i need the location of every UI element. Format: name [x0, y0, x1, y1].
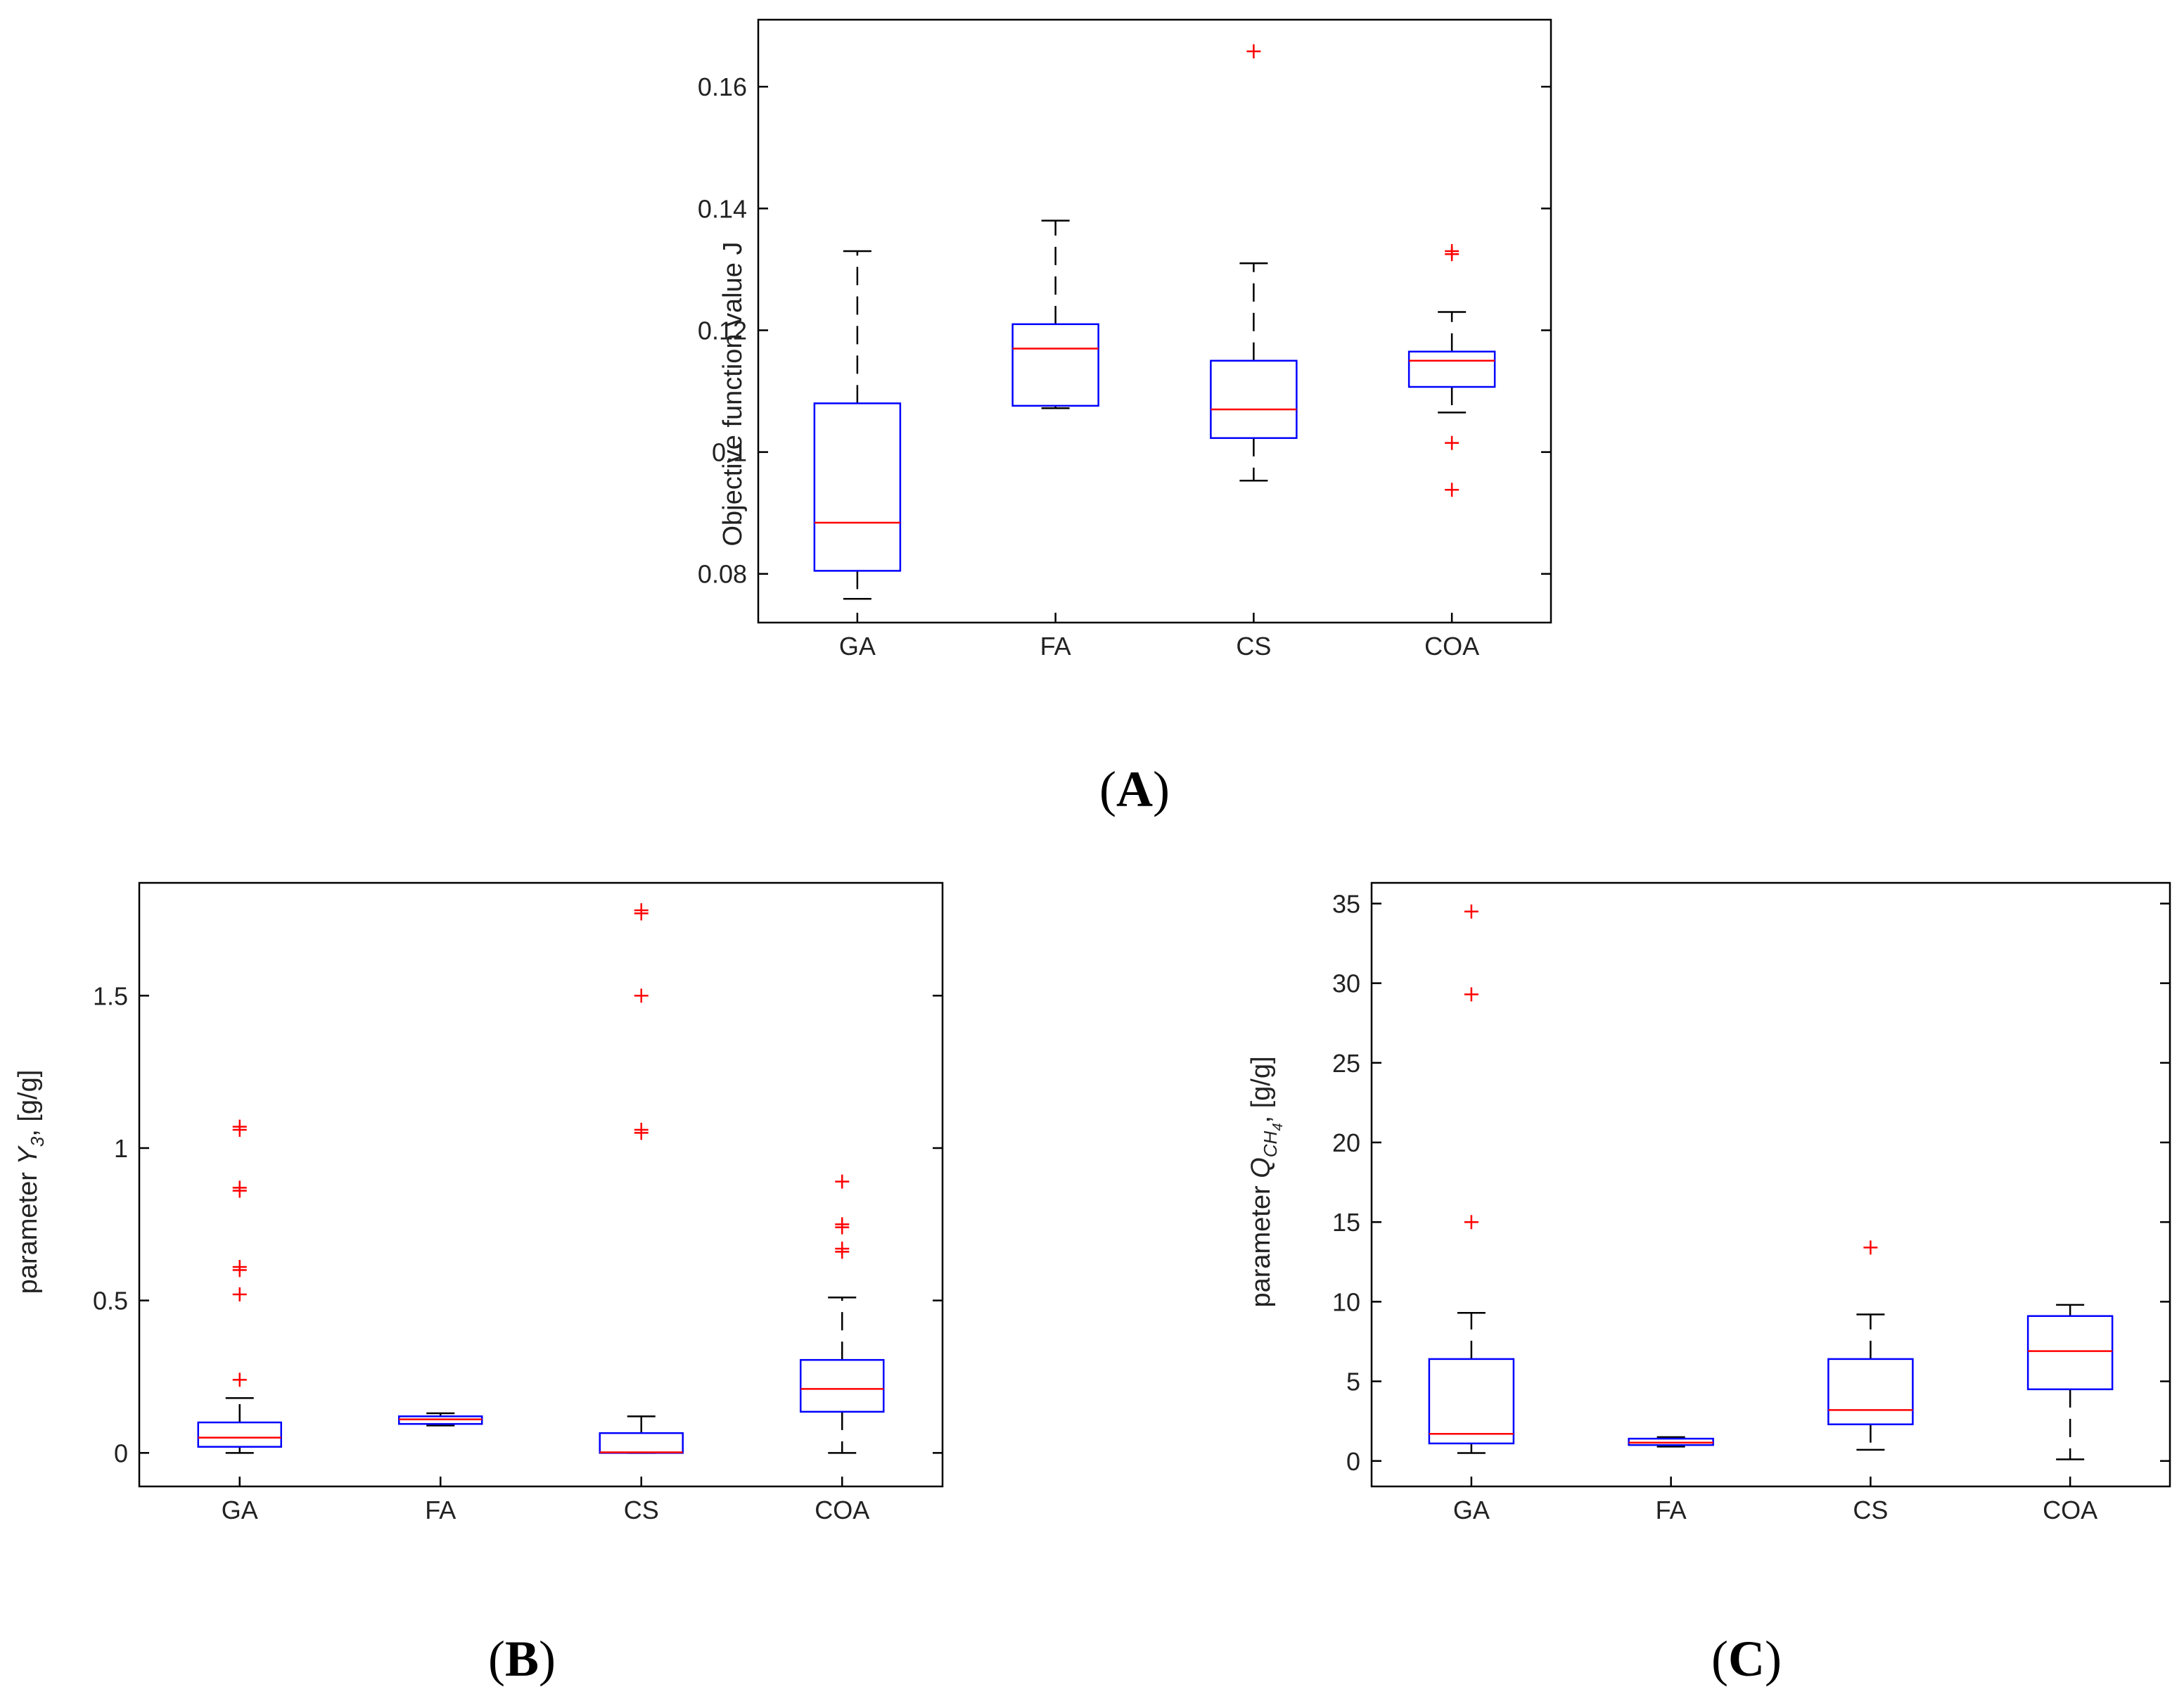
panel-b-outlier [634, 906, 649, 921]
panel-a-xtick-label: GA [839, 632, 876, 661]
panel-b-plot-frame [138, 881, 944, 1488]
panel-a-outlier [1445, 247, 1460, 262]
panel-c-outlier [1464, 1215, 1479, 1230]
panel-a-ytick-label: 0.1 [712, 438, 747, 467]
panel-b-outlier [232, 1287, 247, 1301]
panel-b-outlier [232, 1260, 247, 1274]
panel-c-outlier [1863, 1240, 1878, 1255]
panel-c-ytick-label: 20 [1332, 1128, 1360, 1157]
panel-a-xtick-label: CS [1236, 632, 1271, 661]
panel-b-outlier [232, 1372, 247, 1387]
panel-b-outlier [634, 988, 649, 1003]
panel-a-outlier [1445, 435, 1460, 450]
panel-c-box-coa [2026, 1315, 2114, 1391]
panel-a-ylabel: Objective function value J [718, 241, 748, 546]
panel-b-outlier [634, 1126, 649, 1140]
panel-a-box-ga [813, 402, 902, 572]
panel-b-outlier [232, 1180, 247, 1195]
panel-a-label: (A) [1099, 761, 1170, 817]
panel-a-xtick-label: COA [1424, 632, 1479, 661]
panel-c-ytick-label: 15 [1332, 1208, 1360, 1237]
panel-c-xtick-label: GA [1453, 1496, 1490, 1524]
panel-c-box-ga [1428, 1358, 1515, 1445]
panel-c-chart: parameter QCH4, [g/g] 0 5 10 15 20 25 30 35 GA FA… [1246, 881, 2171, 1524]
panel-a-box-cs [1210, 359, 1298, 439]
panel-b-ytick-label: 0 [114, 1439, 128, 1467]
panel-b-xtick-label: FA [425, 1496, 456, 1524]
panel-a-ytick-label: 0.16 [698, 72, 747, 101]
panel-c-outlier [1464, 987, 1479, 1002]
panel-a-ytick-label: 0.12 [698, 316, 747, 345]
panel-c-xtick-label: CS [1853, 1496, 1888, 1524]
panel-b-label: (B) [488, 1631, 556, 1687]
panel-c-box-cs [1827, 1358, 1914, 1425]
panel-c-ytick-label: 30 [1332, 969, 1360, 998]
panel-c-ytick-label: 5 [1346, 1368, 1360, 1396]
panel-b-outlier [835, 1217, 850, 1232]
panel-c-xtick-label: FA [1656, 1496, 1687, 1524]
panel-c-ytick-label: 25 [1332, 1049, 1360, 1078]
panel-b-box-coa [800, 1358, 885, 1413]
panel-b-xtick-label: GA [222, 1496, 258, 1524]
panel-c-xtick-label: COA [2043, 1496, 2097, 1524]
panel-a-ytick-label: 0.14 [698, 194, 747, 223]
panel-b-outlier [835, 1242, 850, 1256]
panel-a-box-fa [1011, 323, 1099, 407]
panel-c-outlier [1464, 904, 1479, 919]
panel-b-ylabel: parameter Y3, [g/g] [13, 1070, 48, 1294]
panel-b-box-ga [197, 1421, 282, 1448]
panel-c-plot-frame [1370, 881, 2171, 1488]
panel-b-xtick-label: CS [624, 1496, 659, 1524]
panel-c-ytick-label: 35 [1332, 889, 1360, 918]
panel-a-xtick-label: FA [1040, 632, 1071, 661]
panel-b-chart: parameter Y3, [g/g] 0 0.5 1 1.5 GA FA CS COA [13, 881, 944, 1524]
panel-c-ylabel: parameter QCH4, [g/g] [1246, 1056, 1286, 1307]
panel-c-ytick-label: 10 [1332, 1287, 1360, 1316]
panel-a-outlier [1246, 44, 1261, 59]
panel-a-ytick-label: 0.08 [698, 560, 747, 589]
panel-b-ytick-label: 0.5 [93, 1287, 128, 1315]
panel-a-chart: Objective function value J 0.08 0.1 0.12 0.… [698, 18, 1552, 661]
panel-b-outlier [835, 1174, 850, 1189]
panel-b-ytick-label: 1 [114, 1134, 128, 1163]
panel-b-xtick-label: COA [815, 1496, 869, 1524]
panel-c-label: (C) [1711, 1631, 1782, 1687]
panel-a-outlier [1445, 483, 1460, 497]
panel-a-box-coa [1407, 350, 1496, 388]
panel-b-ytick-label: 1.5 [93, 981, 128, 1010]
panel-a-plot-frame [757, 18, 1552, 624]
panel-c-ytick-label: 0 [1346, 1447, 1360, 1476]
panel-b-box-cs [599, 1432, 684, 1454]
panel-b-outlier [232, 1119, 247, 1134]
